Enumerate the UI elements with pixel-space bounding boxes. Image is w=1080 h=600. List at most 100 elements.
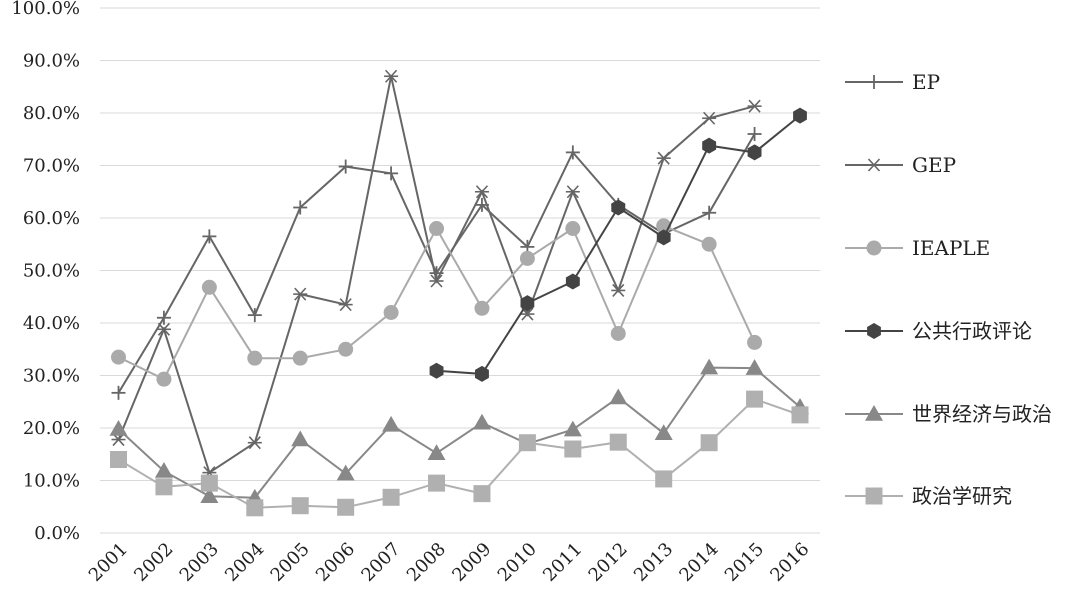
data-point — [474, 185, 489, 199]
data-point — [702, 205, 717, 220]
data-point — [111, 349, 126, 365]
data-point — [384, 166, 399, 181]
data-point — [247, 308, 262, 323]
data-point — [565, 273, 580, 290]
data-point — [518, 434, 536, 452]
x-tick-label: 2015 — [721, 539, 768, 586]
legend-label: EP — [912, 70, 940, 94]
legend-label: 政治学研究 — [912, 484, 1012, 508]
data-point — [156, 322, 171, 336]
data-point — [338, 341, 354, 357]
data-point — [382, 415, 401, 432]
data-point — [201, 279, 217, 295]
series-5 — [110, 390, 809, 517]
legend-item: EP — [845, 70, 940, 94]
legend-marker — [867, 75, 881, 89]
data-point — [338, 159, 353, 174]
data-point — [428, 474, 446, 492]
series-1 — [111, 69, 762, 480]
x-tick-label: 2003 — [176, 539, 223, 586]
data-point — [609, 388, 628, 405]
data-point — [563, 420, 582, 437]
data-point — [700, 434, 718, 452]
x-tick-label: 2002 — [130, 539, 177, 586]
y-tick-label: 70.0% — [23, 156, 80, 177]
data-point — [293, 287, 308, 301]
data-point — [292, 350, 308, 366]
data-point — [565, 221, 581, 236]
data-point — [564, 440, 582, 458]
data-point — [473, 485, 491, 503]
y-tick-label: 10.0% — [23, 471, 80, 492]
x-tick-label: 2006 — [312, 539, 359, 586]
data-point — [745, 359, 764, 375]
data-point — [654, 424, 673, 440]
data-point — [609, 433, 627, 451]
data-point — [656, 151, 671, 165]
legend-item: IEAPLE — [845, 236, 990, 260]
data-point — [111, 385, 126, 400]
series-line — [117, 366, 801, 499]
legend-label: GEP — [912, 153, 956, 177]
data-point — [247, 436, 262, 450]
data-point — [611, 199, 626, 216]
data-point — [337, 498, 355, 516]
legend-label: 世界经济与政治 — [912, 402, 1052, 426]
data-point — [429, 362, 444, 379]
legend-item: 政治学研究 — [845, 484, 1012, 508]
data-point — [383, 305, 399, 320]
legend-marker — [866, 240, 882, 256]
series-layer — [109, 69, 809, 517]
data-point — [338, 298, 353, 312]
data-point — [700, 358, 719, 375]
data-point — [429, 221, 445, 236]
data-point — [293, 200, 308, 215]
y-tick-label: 40.0% — [23, 313, 80, 334]
legend-marker — [865, 487, 883, 505]
y-tick-label: 60.0% — [23, 208, 80, 229]
x-tick-label: 2013 — [630, 539, 677, 586]
legend-marker — [865, 405, 883, 421]
y-tick-label: 30.0% — [23, 366, 80, 387]
data-point — [291, 430, 310, 447]
x-tick-label: 2012 — [585, 539, 632, 586]
data-point — [791, 406, 809, 424]
data-point — [154, 462, 173, 478]
data-point — [156, 310, 171, 325]
y-tick-label: 0.0% — [34, 523, 80, 544]
data-point — [155, 478, 173, 496]
legend-item: GEP — [845, 153, 956, 177]
data-point — [475, 365, 489, 382]
data-point — [427, 444, 446, 460]
data-point — [565, 145, 580, 160]
x-tick-label: 2004 — [221, 539, 268, 586]
y-tick-label: 50.0% — [23, 261, 80, 282]
y-tick-label: 80.0% — [23, 103, 80, 124]
data-point — [472, 413, 491, 430]
data-point — [384, 69, 399, 83]
data-point — [702, 111, 717, 125]
data-point — [110, 451, 127, 468]
legend-marker — [867, 323, 881, 339]
data-point — [747, 127, 762, 141]
data-point — [747, 144, 762, 161]
data-point — [520, 295, 535, 312]
data-point — [429, 274, 444, 288]
data-point — [109, 420, 128, 436]
y-tick-label: 90.0% — [23, 51, 80, 72]
x-tick-label: 2008 — [403, 539, 450, 586]
x-tick-label: 2011 — [539, 539, 586, 586]
series-2 — [111, 218, 763, 387]
data-point — [747, 99, 762, 113]
series-3 — [429, 107, 807, 382]
data-point — [247, 350, 263, 366]
series-0 — [111, 127, 762, 400]
data-point — [701, 236, 717, 252]
data-point — [382, 488, 400, 506]
data-point — [246, 499, 264, 517]
data-point — [746, 390, 764, 408]
x-tick-label: 2005 — [267, 539, 314, 586]
x-tick-label: 2009 — [448, 539, 495, 586]
data-point — [200, 487, 219, 503]
data-point — [474, 300, 490, 316]
